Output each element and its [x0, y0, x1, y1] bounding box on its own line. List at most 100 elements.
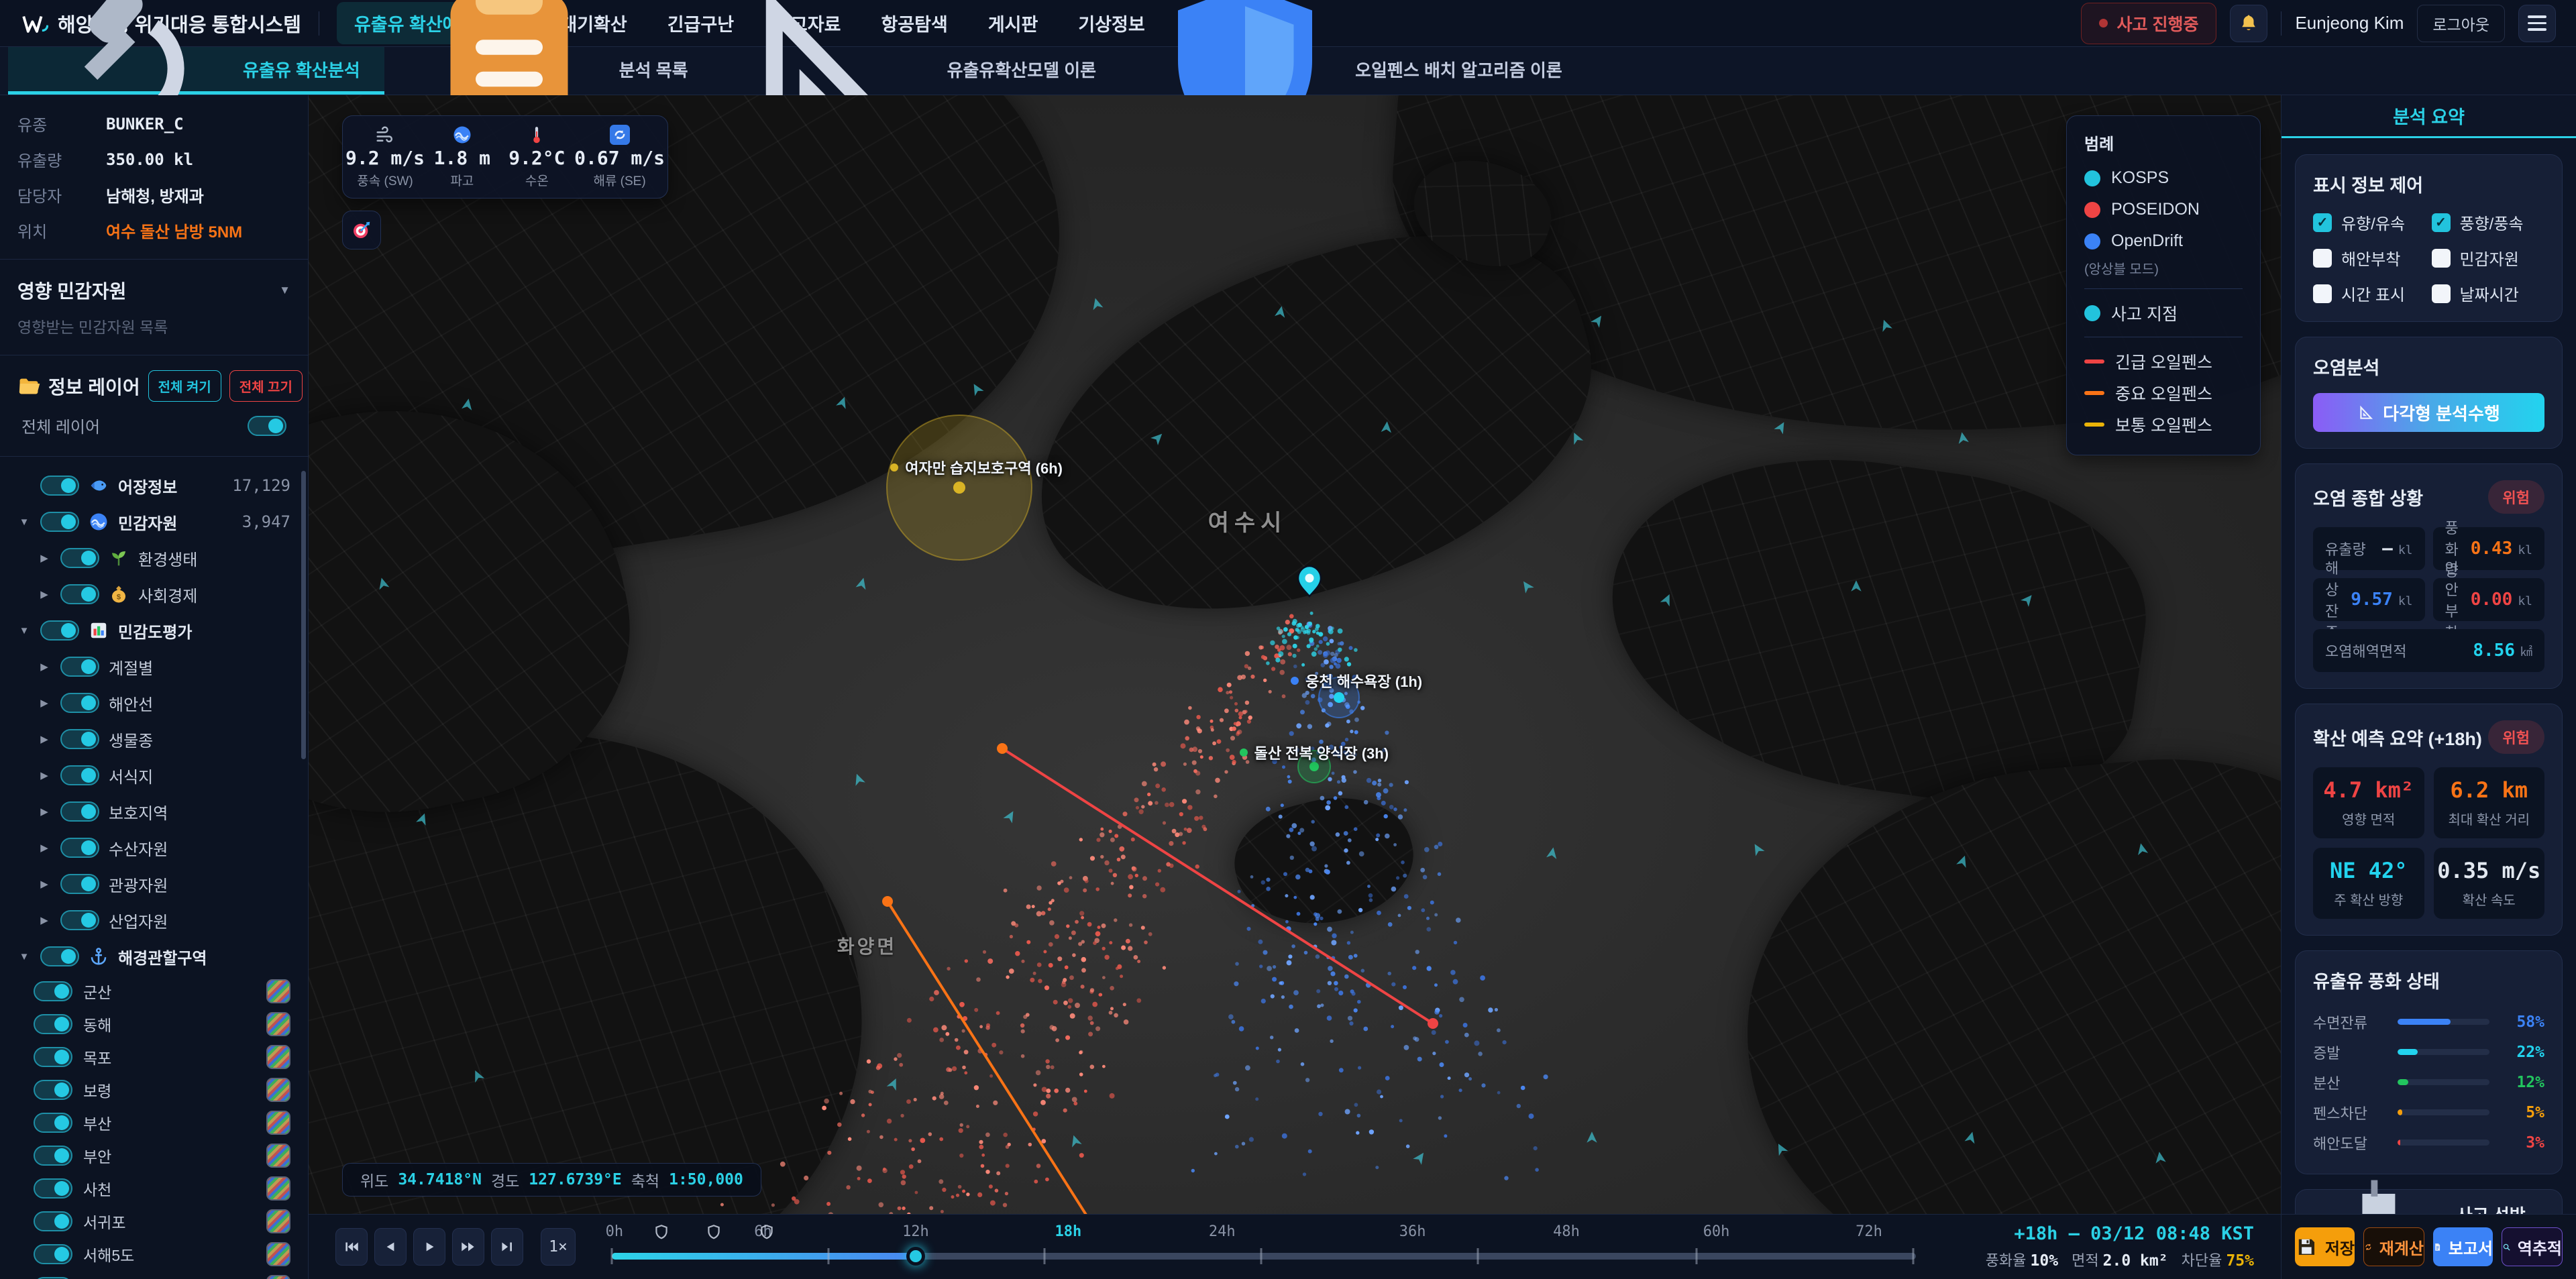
region-row[interactable]: 보령 [17, 1073, 290, 1106]
layer-toggle[interactable] [40, 476, 79, 496]
layer-tree-item[interactable]: ▼ 민감자원 3,947 [17, 504, 290, 540]
all-layers-on-button[interactable]: 전체 켜기 [148, 370, 221, 402]
caret-right-icon[interactable]: ▶ [40, 842, 48, 854]
region-style-icon[interactable] [266, 1209, 290, 1233]
main-tab-7[interactable]: 기상정보 [1061, 2, 1162, 44]
caret-right-icon[interactable]: ▶ [40, 698, 48, 709]
step-back-button[interactable] [374, 1228, 407, 1266]
timeline-slider[interactable]: 0h 6h 12h 18h 24h 36h 48h 60h 72h [606, 1215, 1916, 1279]
region-row[interactable]: 서귀포 [17, 1205, 290, 1237]
region-toggle[interactable] [34, 1079, 72, 1100]
layer-tree-item[interactable]: 어장정보 17,129 [17, 467, 290, 504]
report-button[interactable]: 보고서 [2433, 1227, 2493, 1266]
layer-tree-item[interactable]: ▶ 관광자원 [17, 866, 290, 902]
caret-right-icon[interactable]: ▶ [40, 770, 48, 781]
region-toggle[interactable] [34, 1145, 72, 1166]
all-layers-off-button[interactable]: 전체 끄기 [229, 370, 303, 402]
panel-title-tab[interactable]: 분석 요약 [2282, 95, 2576, 138]
region-toggle[interactable] [34, 1243, 72, 1264]
main-tab-6[interactable]: 게시판 [971, 2, 1056, 44]
layer-tree-item[interactable]: ▶ 해안선 [17, 685, 290, 721]
map-canvas[interactable]: 여수시 화양면 여자만 습지보호구역 (6h) 웅천 해수욕장 (1h) 돌산 전복 양… [309, 95, 2281, 1214]
region-row[interactable]: 사천 [17, 1172, 290, 1205]
layer-toggle[interactable] [60, 584, 99, 604]
region-row[interactable]: 부산 [17, 1106, 290, 1139]
region-toggle[interactable] [34, 1046, 72, 1067]
region-toggle[interactable] [34, 1211, 72, 1231]
sub-tab-2[interactable]: 분석 목록 [384, 0, 712, 153]
layer-tree-item[interactable]: ▶ 생물종 [17, 721, 290, 757]
layer-toggle[interactable] [60, 838, 99, 858]
display-checkbox[interactable]: ✓ 시간 표시 [2313, 282, 2426, 305]
layer-toggle[interactable] [60, 874, 99, 894]
region-style-icon[interactable] [266, 1011, 290, 1036]
sub-tab-1[interactable]: 유출유 확산분석 [8, 0, 384, 146]
display-checkbox[interactable]: ✓ 해안부착 [2313, 246, 2426, 270]
layer-toggle[interactable] [60, 548, 99, 568]
display-checkbox[interactable]: ✓ 민감자원 [2431, 246, 2545, 270]
region-toggle[interactable] [34, 1276, 72, 1279]
layer-toggle[interactable] [60, 729, 99, 749]
layer-tree-item[interactable]: ▶ $ 사회경제 [17, 576, 290, 612]
caret-right-icon[interactable]: ▶ [40, 915, 48, 926]
collapsible-card[interactable]: 사고 선박 제원▸ [2295, 1180, 2563, 1214]
region-style-icon[interactable] [266, 1044, 290, 1069]
layer-tree-item[interactable]: ▶ 보호지역 [17, 793, 290, 830]
menu-button[interactable] [2518, 4, 2556, 42]
layer-toggle[interactable] [60, 657, 99, 677]
caret-right-icon[interactable]: ▶ [40, 661, 48, 673]
sensitive-section-header[interactable]: 영향 민감자원 ▼ [17, 270, 290, 311]
layer-tree-item[interactable]: ▼ 해경관할구역 [17, 938, 290, 975]
region-style-icon[interactable] [266, 1241, 290, 1266]
layer-tree-item[interactable]: ▶ 수산자원 [17, 830, 290, 866]
region-toggle[interactable] [34, 1013, 72, 1034]
layer-tree-item[interactable]: ▼ 민감도평가 [17, 612, 290, 649]
layer-tree-item[interactable]: ▶ 서식지 [17, 757, 290, 793]
main-tab-3[interactable]: 긴급구난 [650, 2, 751, 44]
region-toggle[interactable] [34, 1112, 72, 1133]
play-button[interactable] [413, 1228, 445, 1266]
region-style-icon[interactable] [266, 1110, 290, 1135]
region-style-icon[interactable] [266, 1274, 290, 1279]
caret-right-icon[interactable]: ▶ [40, 589, 48, 600]
layer-toggle[interactable] [40, 620, 79, 641]
timeline-track[interactable] [610, 1225, 1916, 1266]
layer-toggle[interactable] [40, 946, 79, 966]
layer-tree-item[interactable]: ▶ 산업자원 [17, 902, 290, 938]
region-style-icon[interactable] [266, 1077, 290, 1102]
region-row[interactable]: 군산 [17, 975, 290, 1007]
caret-right-icon[interactable]: ▶ [40, 734, 48, 745]
region-style-icon[interactable] [266, 979, 290, 1003]
display-checkbox[interactable]: ✓ 풍향/풍속 [2431, 211, 2545, 234]
save-button[interactable]: 저장 [2295, 1227, 2355, 1266]
display-checkbox[interactable]: ✓ 유향/유속 [2313, 211, 2426, 234]
display-checkbox[interactable]: ✓ 날짜시간 [2431, 282, 2545, 305]
sidebar-scrollbar[interactable] [301, 471, 306, 759]
focus-incident-button[interactable] [342, 211, 381, 249]
timeline-handle[interactable] [906, 1247, 925, 1266]
backtrack-button[interactable]: 역추적 [2502, 1227, 2563, 1266]
region-row[interactable]: 목포 [17, 1040, 290, 1073]
region-row[interactable]: 부안 [17, 1139, 290, 1172]
layer-toggle[interactable] [60, 801, 99, 822]
region-row[interactable]: 동해 [17, 1007, 290, 1040]
logout-button[interactable]: 로그아웃 [2417, 4, 2505, 42]
region-row[interactable]: 속초 [17, 1270, 290, 1279]
region-toggle[interactable] [34, 1178, 72, 1199]
recalculate-button[interactable]: 재계산 [2363, 1227, 2424, 1266]
caret-down-icon[interactable]: ▼ [19, 516, 30, 528]
incident-pin[interactable] [1297, 565, 1322, 598]
skip-to-end-button[interactable] [491, 1228, 523, 1266]
caret-down-icon[interactable]: ▼ [19, 950, 30, 962]
main-tab-5[interactable]: 항공탐색 [863, 2, 965, 44]
layer-tree-item[interactable]: ▶ 환경생태 [17, 540, 290, 576]
caret-right-icon[interactable]: ▶ [40, 879, 48, 890]
layer-toggle[interactable] [60, 910, 99, 930]
fast-forward-button[interactable] [452, 1228, 484, 1266]
skip-to-start-button[interactable] [335, 1228, 368, 1266]
layer-toggle[interactable] [60, 765, 99, 785]
layer-toggle[interactable] [60, 693, 99, 713]
region-row[interactable]: 서해5도 [17, 1237, 290, 1270]
layer-toggle[interactable] [40, 512, 79, 532]
region-toggle[interactable] [34, 981, 72, 1001]
